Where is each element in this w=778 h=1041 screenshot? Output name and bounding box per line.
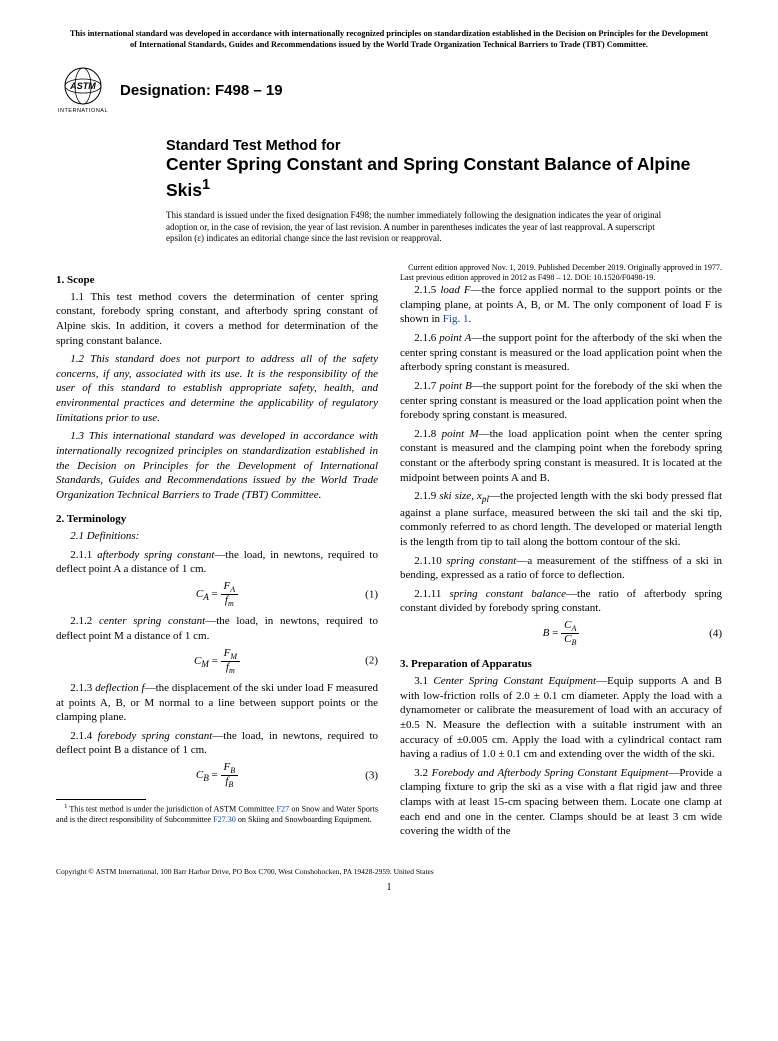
p-2-1-2: 2.1.2 center spring constant—the load, i…: [56, 614, 378, 643]
link-f27-30[interactable]: F27.30: [213, 815, 236, 824]
p-2-1-10: 2.1.10 spring constant—a measurement of …: [400, 554, 722, 583]
header-row: ASTM INTERNATIONAL Designation: F498 – 1…: [56, 66, 722, 114]
p-2-1: 2.1 Definitions:: [56, 529, 378, 544]
svg-text:ASTM: ASTM: [69, 81, 96, 91]
p-2-1-1: 2.1.1 afterbody spring constant—the load…: [56, 548, 378, 577]
designation-label: Designation: F498 – 19: [120, 82, 283, 99]
section-1-head: 1. Scope: [56, 273, 378, 288]
p-1-3: 1.3 This international standard was deve…: [56, 429, 378, 502]
tbt-notice: This international standard was develope…: [56, 28, 722, 60]
link-fig-1[interactable]: Fig. 1: [443, 313, 469, 325]
footnote-1: 1 This test method is under the jurisdic…: [56, 803, 378, 825]
p-1-2: 1.2 This standard does not purport to ad…: [56, 352, 378, 425]
equation-3: CB = FBfB (3): [56, 762, 378, 789]
p-2-1-11: 2.1.11 spring constant balance—the ratio…: [400, 587, 722, 616]
astm-logo: ASTM INTERNATIONAL: [56, 66, 110, 114]
copyright-line: Copyright © ASTM International, 100 Barr…: [56, 867, 722, 876]
p-3-2: 3.2 Forebody and Afterbody Spring Consta…: [400, 766, 722, 839]
page: This international standard was develope…: [0, 0, 778, 913]
equation-1: CA = FAfm (1): [56, 581, 378, 608]
title-main: Center Spring Constant and Spring Consta…: [166, 154, 722, 202]
title-pre: Standard Test Method for: [166, 138, 722, 154]
body-columns: 1. Scope 1.1 This test method covers the…: [56, 263, 722, 839]
p-1-1: 1.1 This test method covers the determin…: [56, 290, 378, 349]
section-2-head: 2. Terminology: [56, 512, 378, 527]
equation-4: B = CACB (4): [400, 620, 722, 647]
footnote-rule: [56, 799, 146, 800]
title-block: Standard Test Method for Center Spring C…: [166, 138, 722, 202]
p-2-1-6: 2.1.6 point A—the support point for the …: [400, 331, 722, 375]
issue-note: This standard is issued under the fixed …: [166, 210, 722, 245]
p-2-1-7: 2.1.7 point B—the support point for the …: [400, 379, 722, 423]
link-f27[interactable]: F27: [277, 805, 290, 814]
p-2-1-3: 2.1.3 deflection f—the displacement of t…: [56, 681, 378, 725]
p-3-1: 3.1 Center Spring Constant Equipment—Equ…: [400, 674, 722, 762]
p-2-1-8: 2.1.8 point M—the load application point…: [400, 427, 722, 486]
footnote-2: Current edition approved Nov. 1, 2019. P…: [400, 263, 722, 283]
p-2-1-4: 2.1.4 forebody spring constant—the load,…: [56, 729, 378, 758]
page-number: 1: [56, 882, 722, 893]
p-2-1-9: 2.1.9 ski size, xpl—the projected length…: [400, 489, 722, 549]
logo-subtext: INTERNATIONAL: [58, 108, 108, 114]
p-2-1-5: 2.1.5 load F—the force applied normal to…: [400, 283, 722, 327]
section-3-head: 3. Preparation of Apparatus: [400, 657, 722, 672]
equation-2: CM = FMfm (2): [56, 648, 378, 675]
